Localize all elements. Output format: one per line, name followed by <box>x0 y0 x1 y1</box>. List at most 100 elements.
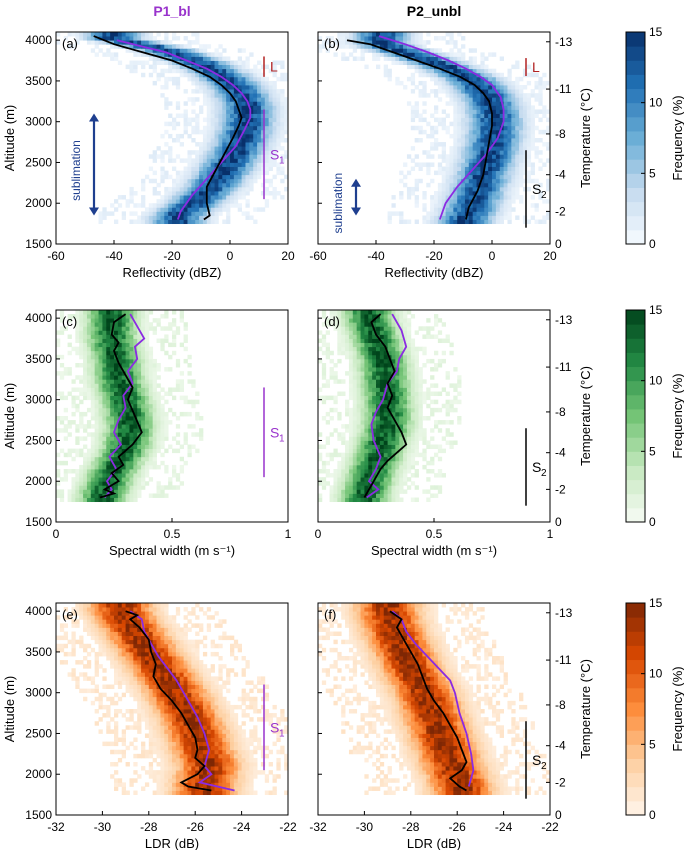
heatmap-cell <box>503 113 508 119</box>
heatmap-cell <box>364 403 369 409</box>
x-tick-label: -60 <box>47 249 65 263</box>
heatmap-cell <box>383 428 388 433</box>
heatmap-cell <box>507 93 512 98</box>
heatmap-cell <box>546 211 550 216</box>
heatmap-cell <box>114 375 119 380</box>
heatmap-cell <box>519 166 524 172</box>
heatmap-cell <box>183 338 188 344</box>
heatmap-cell <box>67 493 72 498</box>
heatmap-cell <box>476 150 481 155</box>
heatmap-cell <box>406 354 412 360</box>
heatmap-cell <box>464 162 470 167</box>
heatmap-cell <box>137 481 142 486</box>
heatmap-cell <box>90 371 96 376</box>
heatmap-cell <box>179 186 184 192</box>
heatmap-cell <box>345 32 350 37</box>
heatmap-cell <box>449 158 454 163</box>
heatmap-cell <box>160 460 165 466</box>
heatmap-cell <box>75 338 80 344</box>
heatmap-cell <box>210 125 215 131</box>
heatmap-cell <box>206 146 212 151</box>
heatmap-cell <box>441 322 446 327</box>
heatmap-cell <box>195 52 200 57</box>
heatmap-cell <box>387 338 392 344</box>
heatmap-cell <box>495 138 501 143</box>
heatmap-cell <box>352 428 358 433</box>
heatmap-cell <box>106 428 111 433</box>
heatmap-cell <box>348 367 354 372</box>
heatmap-cell <box>406 379 412 384</box>
heatmap-cell <box>249 215 254 220</box>
heatmap-cell <box>94 363 99 368</box>
heatmap-cell <box>276 93 281 98</box>
heatmap-cell <box>321 444 327 450</box>
heatmap-cell <box>360 481 365 486</box>
heatmap-cell <box>445 85 450 90</box>
heatmap-cell <box>268 166 273 172</box>
heatmap-cell <box>56 452 61 458</box>
heatmap-cell <box>399 440 404 445</box>
heatmap-cell <box>148 203 154 208</box>
heatmap-cell <box>121 342 126 348</box>
heatmap-cell <box>102 403 107 409</box>
heatmap-cell <box>403 330 408 335</box>
heatmap-cell <box>183 199 188 204</box>
heatmap-cell <box>191 138 196 143</box>
heatmap-cell <box>325 440 330 445</box>
heatmap-cell <box>403 477 408 482</box>
heatmap-cell <box>515 174 520 180</box>
heatmap-cell <box>125 416 130 421</box>
heatmap-cell <box>106 436 111 441</box>
heatmap-cell <box>79 346 84 352</box>
heatmap-cell <box>152 178 157 184</box>
heatmap-cell <box>453 440 458 445</box>
heatmap-cell <box>137 219 142 225</box>
heatmap-cell <box>333 326 338 331</box>
heatmap-cell <box>403 48 408 53</box>
heatmap-cell <box>410 481 416 486</box>
heatmap-cell <box>333 473 338 478</box>
heatmap-cell <box>461 85 466 90</box>
heatmap-cell <box>245 80 250 86</box>
heatmap-cell <box>449 350 454 356</box>
heatmap-cell <box>164 464 169 470</box>
heatmap-cell <box>195 40 200 45</box>
heatmap-cell <box>260 170 266 176</box>
heatmap-cell <box>121 473 126 478</box>
heatmap-cell <box>125 424 130 429</box>
heatmap-cell <box>141 391 146 397</box>
heatmap-cell <box>538 85 543 90</box>
heatmap-cell <box>360 363 365 368</box>
heatmap-cell <box>106 424 111 429</box>
heatmap-cell <box>345 497 350 503</box>
heatmap-cell <box>387 477 392 482</box>
heatmap-cell <box>117 432 123 437</box>
x-tick-label: -40 <box>367 249 385 263</box>
heatmap-cell <box>102 32 107 37</box>
heatmap-cell <box>226 154 231 159</box>
heatmap-cell <box>464 105 470 110</box>
heatmap-cell <box>121 350 126 356</box>
heatmap-cell <box>437 363 443 368</box>
heatmap-cell <box>160 219 165 225</box>
heatmap-cell <box>94 432 99 437</box>
heatmap-cell <box>511 133 516 139</box>
heatmap-cell <box>345 399 350 405</box>
heatmap-cell <box>121 416 126 421</box>
heatmap-cell <box>530 162 535 167</box>
heatmap-cell <box>345 411 350 417</box>
heatmap-cell <box>102 448 107 454</box>
heatmap-cell <box>90 354 96 360</box>
heatmap-cell <box>202 76 208 82</box>
heatmap-cell <box>63 436 68 441</box>
heatmap-cell <box>233 178 239 184</box>
heatmap-cell <box>321 399 327 405</box>
heatmap-cell <box>114 399 119 405</box>
heatmap-cell <box>260 154 266 159</box>
heatmap-cell <box>441 142 446 147</box>
heatmap-cell <box>245 89 250 94</box>
heatmap-cell <box>152 399 157 405</box>
heatmap-cell <box>379 32 385 37</box>
heatmap-cell <box>391 387 396 392</box>
heatmap-cell <box>202 203 208 208</box>
